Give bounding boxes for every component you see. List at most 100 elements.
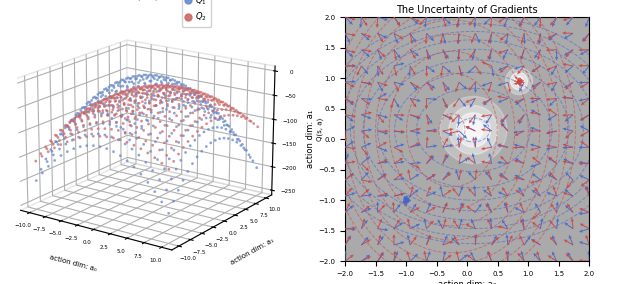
Title: The Uncertainty of Gradients: The Uncertainty of Gradients [396,5,538,15]
Point [514,80,524,84]
Point [513,80,523,84]
Y-axis label: action dim: a₁: action dim: a₁ [229,237,275,266]
Point [401,197,411,202]
Legend: $Q_1$, $Q_2$: $Q_1$, $Q_2$ [182,0,211,28]
Point [513,79,524,83]
Point [401,198,412,202]
Point [401,197,412,202]
Circle shape [506,68,532,95]
X-axis label: action dim: a₀: action dim: a₀ [49,254,98,273]
Point [516,83,527,87]
Point [513,78,524,82]
Point [401,199,412,204]
Point [403,200,413,204]
Point [516,78,526,82]
Point [512,80,522,84]
Point [513,76,524,81]
Point [400,198,410,202]
Point [401,197,411,201]
Point [400,197,410,201]
Point [515,81,525,85]
Circle shape [463,120,483,140]
Point [515,79,525,83]
Point [401,197,411,201]
Point [401,202,412,207]
Point [399,197,409,201]
Point [514,78,524,83]
Point [514,80,524,84]
Point [401,197,412,202]
Point [401,197,411,201]
Point [401,198,411,203]
Point [516,80,527,84]
Point [516,78,526,82]
Point [404,198,415,203]
Point [401,199,411,204]
Point [514,82,524,86]
Point [515,80,525,84]
Point [403,197,413,202]
Point [513,79,524,84]
Point [401,199,412,203]
Point [401,199,411,204]
Circle shape [440,97,507,164]
Point [400,198,410,202]
Point [401,196,411,200]
X-axis label: action dim: a₀: action dim: a₀ [438,280,497,284]
Point [400,197,410,202]
Circle shape [449,106,498,154]
Point [401,199,411,204]
Circle shape [456,113,490,147]
Point [400,199,410,203]
Point [510,79,520,83]
Point [403,197,413,201]
Point [401,195,411,200]
Point [399,200,409,204]
Point [401,198,412,202]
Point [401,199,412,204]
Point [399,195,410,199]
Point [515,80,525,84]
Point [514,80,524,84]
Point [516,80,526,85]
Point [402,198,412,203]
Point [401,197,411,201]
Point [401,199,412,203]
Point [514,82,524,86]
Point [404,198,414,203]
Point [516,80,526,85]
Point [400,199,410,203]
Point [515,82,525,86]
Point [516,79,526,83]
Point [513,79,524,84]
Point [404,195,415,199]
Point [400,202,410,206]
Point [403,197,413,201]
Y-axis label: action dim: a₁: action dim: a₁ [307,110,316,168]
Point [515,78,525,83]
Point [400,200,410,205]
Point [403,199,413,203]
Point [401,199,411,203]
Point [403,198,413,202]
Point [403,198,413,202]
Point [402,196,412,201]
Point [518,78,528,83]
Point [515,76,525,81]
Point [403,199,413,204]
Point [402,200,412,205]
Point [515,80,525,85]
Point [401,197,412,201]
Circle shape [514,76,524,86]
Point [401,197,412,202]
Point [402,194,412,199]
Point [399,196,410,201]
Point [401,197,411,202]
Point [402,199,412,203]
Point [401,197,411,201]
Point [515,79,525,84]
Point [402,199,412,203]
Point [515,83,525,88]
Point [511,76,522,80]
Point [511,75,521,80]
